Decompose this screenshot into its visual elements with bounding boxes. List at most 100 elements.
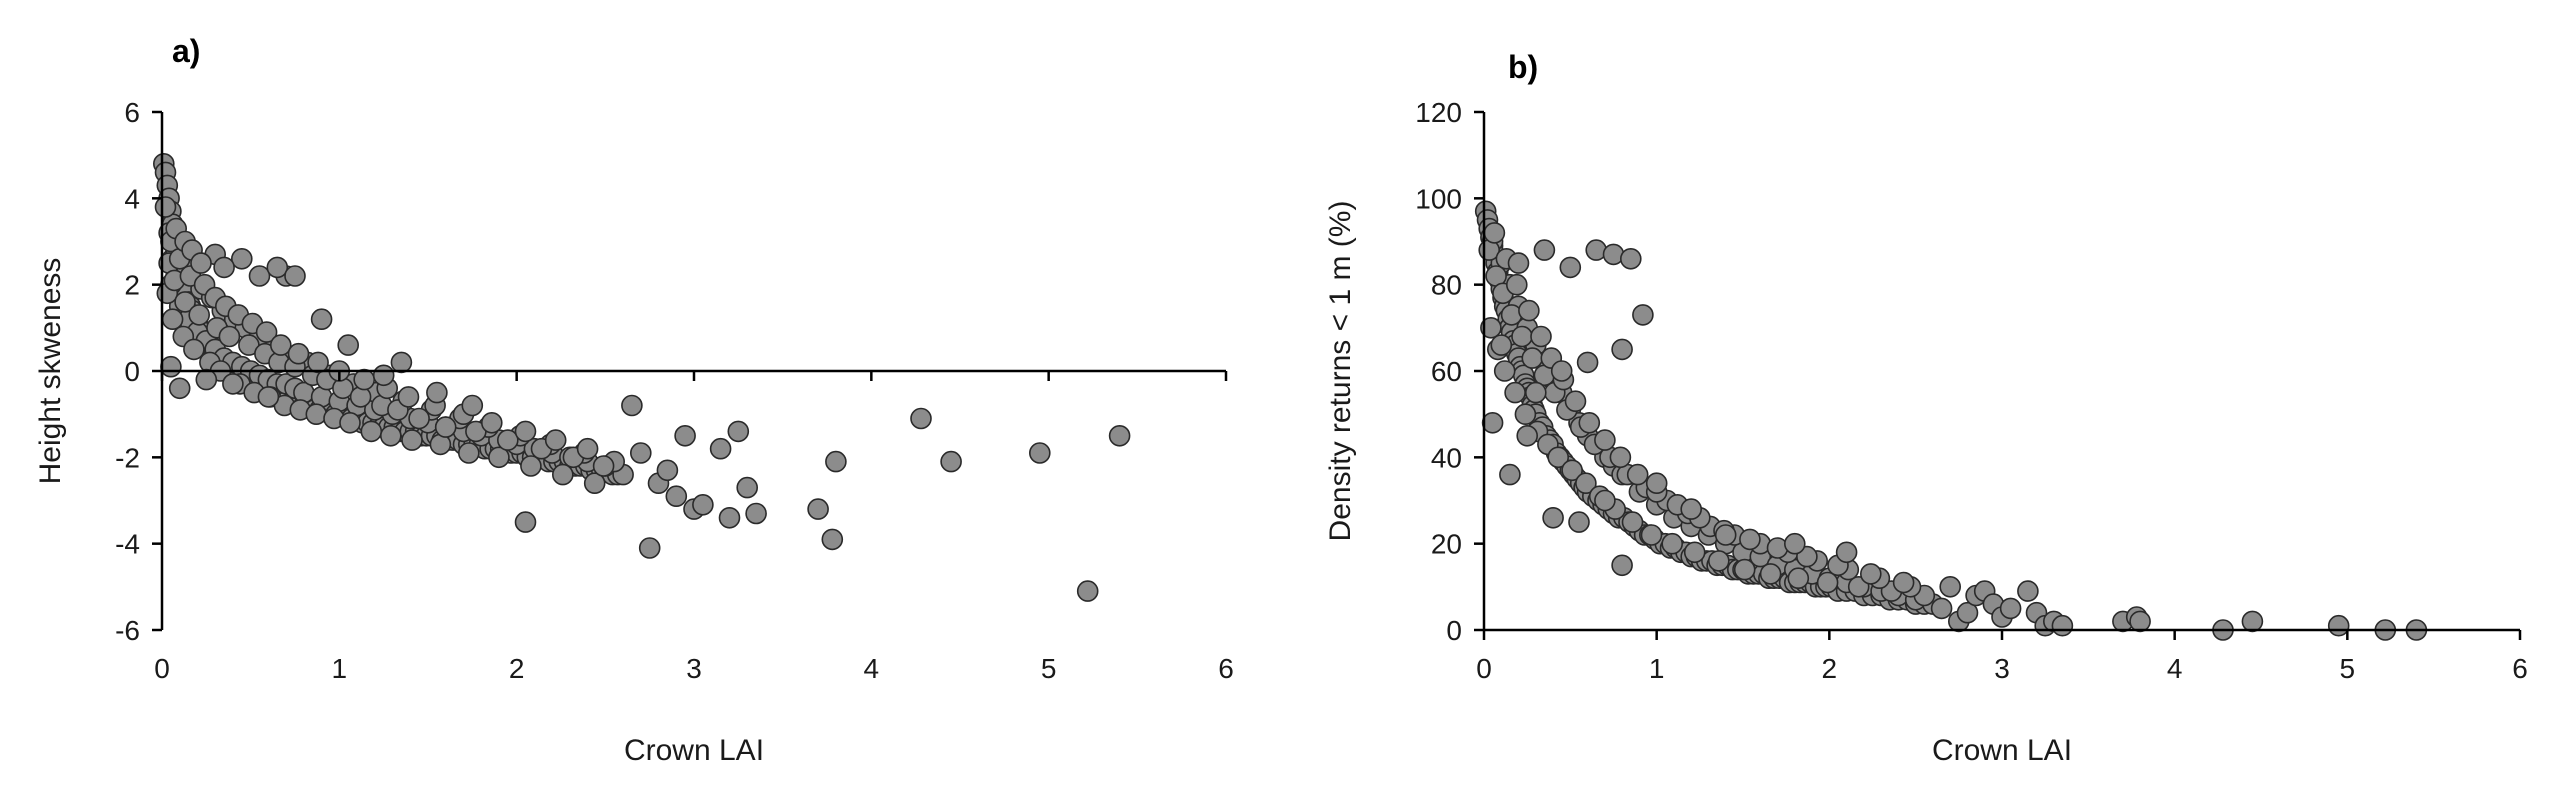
x-tick-label: 4 [2167,653,2183,684]
y-tick-label: 60 [1431,356,1462,387]
x-tick-label: 3 [686,653,702,684]
data-point [1578,411,1601,434]
x-tick-label: 1 [332,653,348,684]
data-point [520,455,542,477]
data-point [231,247,253,270]
data-point [353,368,376,391]
data-point [457,442,480,464]
data-point [161,308,184,331]
data-point [160,355,182,378]
x-tick-label: 3 [1994,653,2010,684]
data-point [1594,429,1616,451]
data-point [496,429,519,451]
data-point [1892,571,1915,594]
data-point [1787,567,1810,590]
data-point [1481,411,1504,434]
data-point [1559,256,1582,279]
x-tick-label: 4 [864,653,880,684]
data-point [213,256,235,279]
markers [153,153,1131,602]
data-point [379,424,402,447]
data-point [1493,360,1516,382]
data-point [1506,273,1528,296]
data-point [1516,424,1538,447]
data-point [692,493,714,516]
data-point [1533,239,1556,261]
y-tick-label: 40 [1431,442,1462,473]
data-point [2017,580,2039,602]
y-tick-label: 100 [1415,183,1462,214]
x-axis-title: Crown LAI [624,734,764,767]
data-point [397,386,420,408]
data-point [910,407,932,430]
data-point [307,351,329,374]
data-point [1645,472,1668,495]
data-point [638,537,661,559]
markers [1474,200,2428,641]
data-point [745,502,767,525]
data-point [1626,463,1649,486]
data-point [1525,381,1547,404]
data-point [1816,571,1839,594]
data-point [1530,325,1552,348]
data-point [188,304,210,326]
data-point [1860,563,1882,585]
data-point [1784,532,1806,555]
data-point [480,411,503,434]
x-tick-label: 2 [509,653,525,684]
data-point [390,351,413,374]
data-point [1511,325,1533,348]
data-point [1956,601,1979,624]
data-point [195,368,218,391]
data-point [629,442,652,464]
y-tick-label: 4 [124,183,140,214]
data-point [222,373,244,395]
data-point [718,506,741,529]
data-point [656,459,679,482]
x-tick-label: 0 [154,653,170,684]
x-tick-label: 1 [1649,653,1665,684]
data-point [218,325,241,348]
data-point [1518,299,1540,322]
data-point [1575,472,1597,495]
data-point [1611,554,1633,577]
x-tick-label: 6 [2512,653,2528,684]
data-point [1550,360,1573,382]
data-point [807,498,829,520]
data-point [709,437,732,460]
data-point [1594,489,1616,512]
y-tick-label: -2 [115,442,140,473]
y-tick-label: 120 [1415,97,1462,128]
data-point [310,308,333,331]
y-tick-label: 0 [124,356,140,387]
data-point [592,455,615,477]
data-point [1714,524,1737,546]
data-point [2241,610,2264,633]
data-point [266,256,289,279]
y-tick-label: 2 [124,270,140,301]
data-point [1507,252,1530,274]
data-point [2051,614,2074,637]
data-point [1480,316,1502,339]
y-tick-label: 80 [1431,270,1462,301]
data-point [940,450,962,473]
data-point [1733,558,1756,581]
data-point [305,403,328,426]
data-point [1939,575,1961,598]
data-point [1504,381,1526,404]
data-point [1561,459,1583,482]
data-point [1708,550,1730,572]
data-point [825,450,847,473]
data-point [1514,403,1537,426]
panel-label: b) [1508,49,1538,85]
data-point [174,291,196,313]
data-point [1609,446,1632,469]
data-point [287,342,310,365]
data-point [1521,347,1544,369]
data-point [727,420,750,443]
data-point [665,485,688,508]
data-point [736,476,759,499]
data-point [1499,463,1521,486]
data-point [434,416,457,438]
